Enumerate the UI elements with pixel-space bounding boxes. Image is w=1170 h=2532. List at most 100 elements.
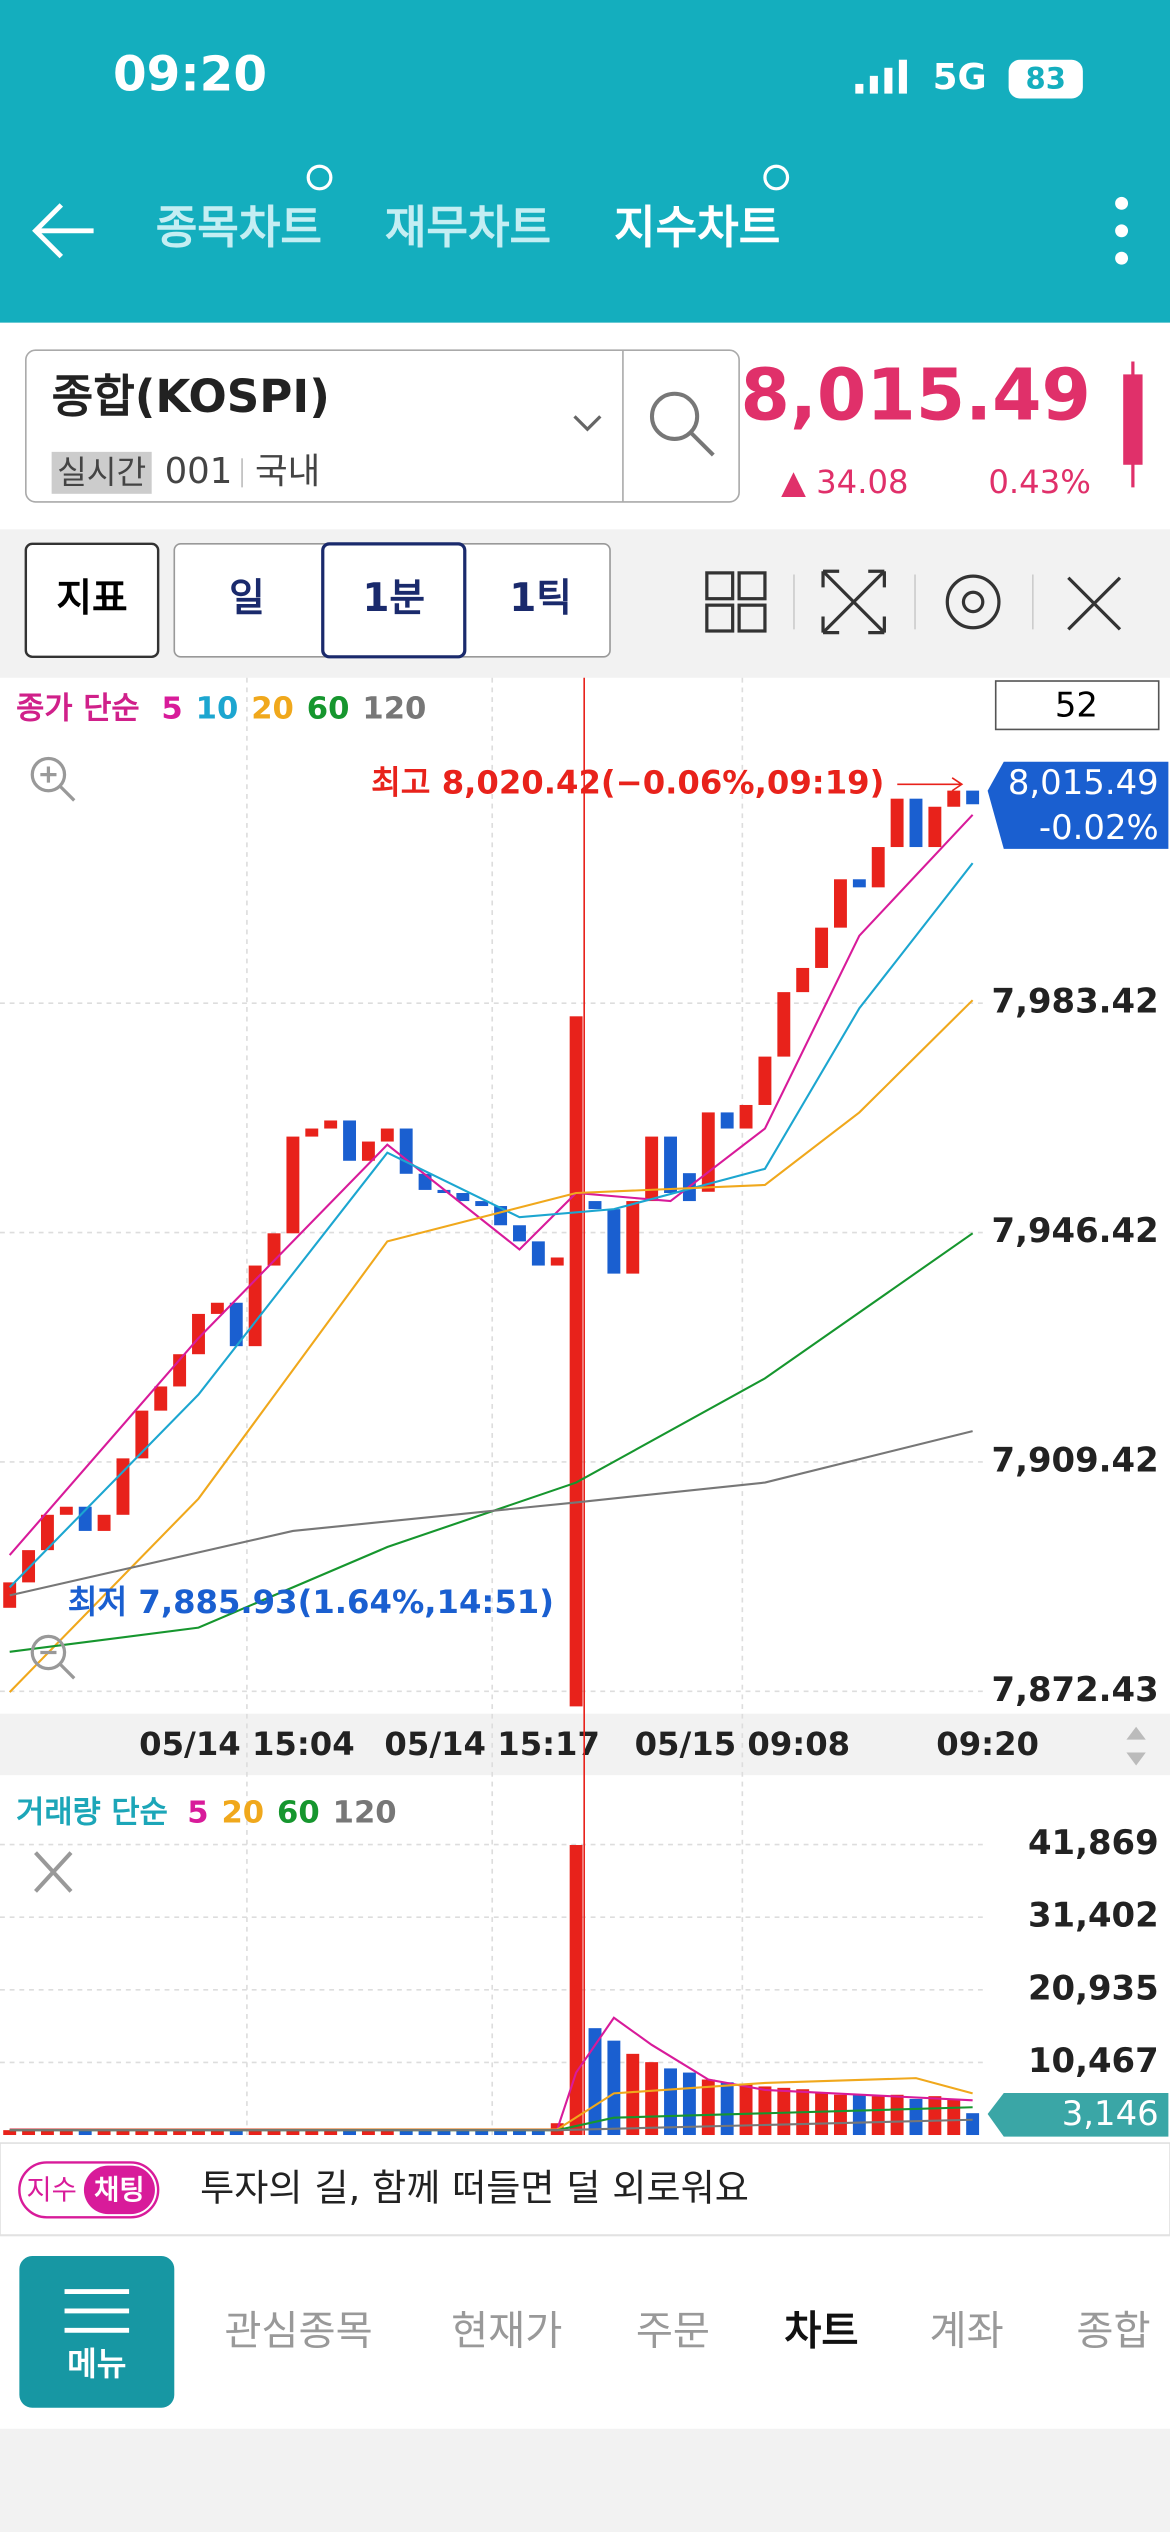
tab[interactable]: 재무차트 [385, 201, 551, 254]
y-tick-label: 7,983.42 [992, 982, 1159, 1021]
volume-bar [437, 2130, 451, 2136]
ma-line [8, 999, 974, 1693]
candle [192, 1313, 205, 1355]
candle [739, 1104, 753, 1129]
candle [588, 1201, 602, 1210]
banner-text: 투자의 길, 함께 떠들면 덜 외로워요 [200, 2166, 749, 2209]
signal-icon [855, 59, 907, 94]
zoom-out-icon[interactable] [30, 1634, 76, 1680]
candle [116, 1458, 130, 1515]
period[interactable]: 1틱 [509, 576, 572, 621]
more-button[interactable] [1115, 196, 1129, 265]
volume-bar [701, 2079, 715, 2136]
candle [361, 1141, 375, 1161]
tab-active[interactable]: 지수차트 [614, 201, 780, 254]
volume-bar [909, 2098, 923, 2136]
candle [852, 879, 866, 888]
candle [343, 1120, 357, 1161]
volume-bar [890, 2094, 904, 2136]
back-button[interactable] [32, 203, 94, 259]
period[interactable]: 1분 [362, 576, 425, 621]
volume-bar [494, 2130, 508, 2136]
current-change: -0.02% [1039, 808, 1159, 847]
candle [834, 879, 847, 928]
layout-icon[interactable] [705, 571, 767, 633]
y-tick-label: 20,935 [1028, 1968, 1159, 2007]
candle [550, 1257, 564, 1266]
dropdown-icon[interactable] [573, 415, 602, 432]
candle [664, 1136, 677, 1194]
candle [456, 1193, 470, 1202]
volume-bar [248, 2130, 262, 2136]
y-tick-label: 31,402 [1028, 1896, 1159, 1935]
volume-bar [947, 2098, 961, 2136]
zoom-in-icon[interactable] [30, 756, 76, 802]
volume-bar [852, 2094, 866, 2136]
network: 5G [933, 57, 987, 98]
volume-bar [777, 2087, 791, 2136]
x-tick-label: 05/14 15:17 [384, 1725, 600, 1763]
banner-chip-bg [83, 2165, 155, 2215]
candle [890, 798, 904, 848]
nav-item[interactable]: 현재가 [451, 2308, 562, 2355]
candle [210, 1302, 224, 1314]
candle [437, 1189, 451, 1194]
count-box [994, 680, 1160, 731]
banner-tag-text: 지수 [26, 2175, 76, 2206]
candle [720, 1112, 734, 1129]
battery: 83 [1026, 62, 1066, 96]
period[interactable]: 일 [229, 576, 265, 621]
volume-bar [834, 2094, 847, 2136]
candle [758, 1056, 772, 1105]
volume-bar [380, 2130, 394, 2136]
y-tick-label: 10,467 [1028, 2041, 1159, 2080]
change-pct: 0.43% [988, 463, 1091, 501]
candle [399, 1128, 413, 1174]
y-tick-label: 7,946.42 [992, 1211, 1159, 1250]
indicator-button[interactable] [24, 542, 160, 659]
volume-bar [3, 2130, 17, 2136]
banner[interactable] [0, 2142, 1170, 2236]
nav-item[interactable]: 주문 [636, 2308, 710, 2355]
nav-item[interactable]: 관심종목 [224, 2308, 372, 2355]
legend-entry: 5 [161, 692, 182, 727]
volume-plot [3, 1845, 980, 2136]
nav-item[interactable]: 계좌 [930, 2308, 1004, 2355]
period-selected[interactable] [321, 542, 467, 659]
volume-bar [59, 2130, 73, 2136]
candle [607, 1209, 621, 1274]
volume-bar [607, 2040, 621, 2136]
menu-icon [64, 2289, 130, 2333]
nav-item[interactable]: 차트 [784, 2308, 858, 2355]
candle [380, 1128, 394, 1142]
legend-entry: 60 [277, 1795, 320, 1830]
volume-bar [286, 2130, 300, 2136]
settings-icon[interactable] [945, 574, 1001, 630]
search-icon[interactable] [649, 391, 715, 457]
nav-item[interactable]: 종합 [1076, 2308, 1150, 2355]
low-label: 최저 7,885.93(1.64%,14:51) [68, 1583, 554, 1621]
resize-handle[interactable] [1126, 1726, 1146, 1766]
candle [777, 992, 791, 1057]
candle [569, 1016, 583, 1707]
tab-icon [306, 164, 333, 191]
candle [324, 1120, 338, 1129]
candle [418, 1173, 432, 1190]
symbol-box[interactable] [25, 349, 740, 503]
candle [796, 967, 810, 993]
volume-bar [815, 2093, 829, 2136]
x-tick-label: 05/15 09:08 [635, 1725, 851, 1763]
candle [229, 1302, 243, 1347]
candle [909, 798, 923, 848]
close-volume[interactable] [34, 1851, 73, 1893]
y-tick-label: 7,909.42 [992, 1440, 1159, 1479]
y-tick-label: 41,869 [1028, 1823, 1159, 1862]
tab[interactable]: 종목차트 [156, 201, 322, 254]
fullscreen-icon[interactable] [821, 569, 886, 635]
vol-legend-title: 거래량 단순 [16, 1795, 168, 1830]
x-tick-label: 09:20 [936, 1725, 1039, 1763]
legend-entry: 20 [221, 1795, 264, 1830]
current-volume: 3,146 [1062, 2094, 1159, 2133]
tools-icon[interactable] [1067, 576, 1122, 631]
volume-bar [343, 2130, 357, 2136]
